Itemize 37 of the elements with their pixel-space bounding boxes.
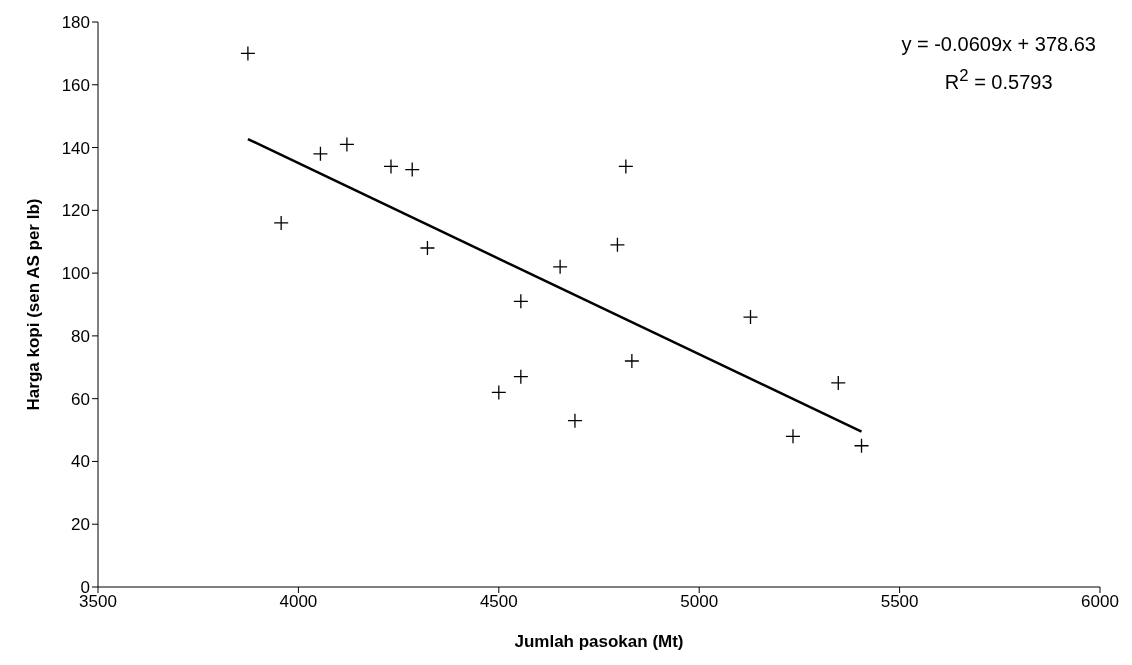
x-axis-title: Jumlah pasokan (Mt) — [514, 632, 684, 651]
point — [785, 428, 801, 444]
annotation: R$^{2}$ = 0.5793 — [943, 65, 1054, 95]
point — [491, 384, 507, 401]
y-tick-label: 160 — [61, 75, 90, 95]
point — [742, 309, 759, 325]
x-tick-label: 4500 — [479, 592, 518, 612]
point — [383, 158, 399, 175]
x-tick-label: 5500 — [880, 592, 919, 612]
point — [513, 369, 529, 385]
point — [273, 215, 289, 231]
point — [419, 240, 436, 256]
y-tick-label: 20 — [71, 515, 90, 535]
y-axis-title: Harga kopi (sen AS per lb) — [24, 198, 44, 411]
y-tick-label: 100 — [61, 264, 90, 284]
x-tick-label: 5000 — [680, 592, 719, 612]
point — [624, 353, 640, 369]
point — [404, 161, 420, 178]
y-tick-label: 80 — [71, 326, 90, 346]
y-tick-label: 180 — [61, 13, 90, 33]
point — [618, 158, 634, 175]
annotation: y = -0.0609x + 378.63 — [901, 32, 1096, 57]
point — [513, 293, 529, 310]
y-tick-label: 40 — [71, 452, 90, 472]
x-tick-label: 6000 — [1081, 592, 1119, 612]
point — [312, 146, 329, 162]
point — [609, 237, 626, 253]
point — [339, 136, 355, 153]
y-tick-label: 140 — [61, 138, 90, 158]
x-tick-label: 4000 — [279, 592, 318, 612]
point — [552, 259, 568, 275]
point — [853, 438, 870, 454]
y-tick-label: 60 — [71, 389, 90, 409]
point — [830, 375, 846, 391]
point — [567, 412, 583, 429]
y-tick-label: 120 — [61, 201, 90, 221]
point — [240, 45, 256, 62]
